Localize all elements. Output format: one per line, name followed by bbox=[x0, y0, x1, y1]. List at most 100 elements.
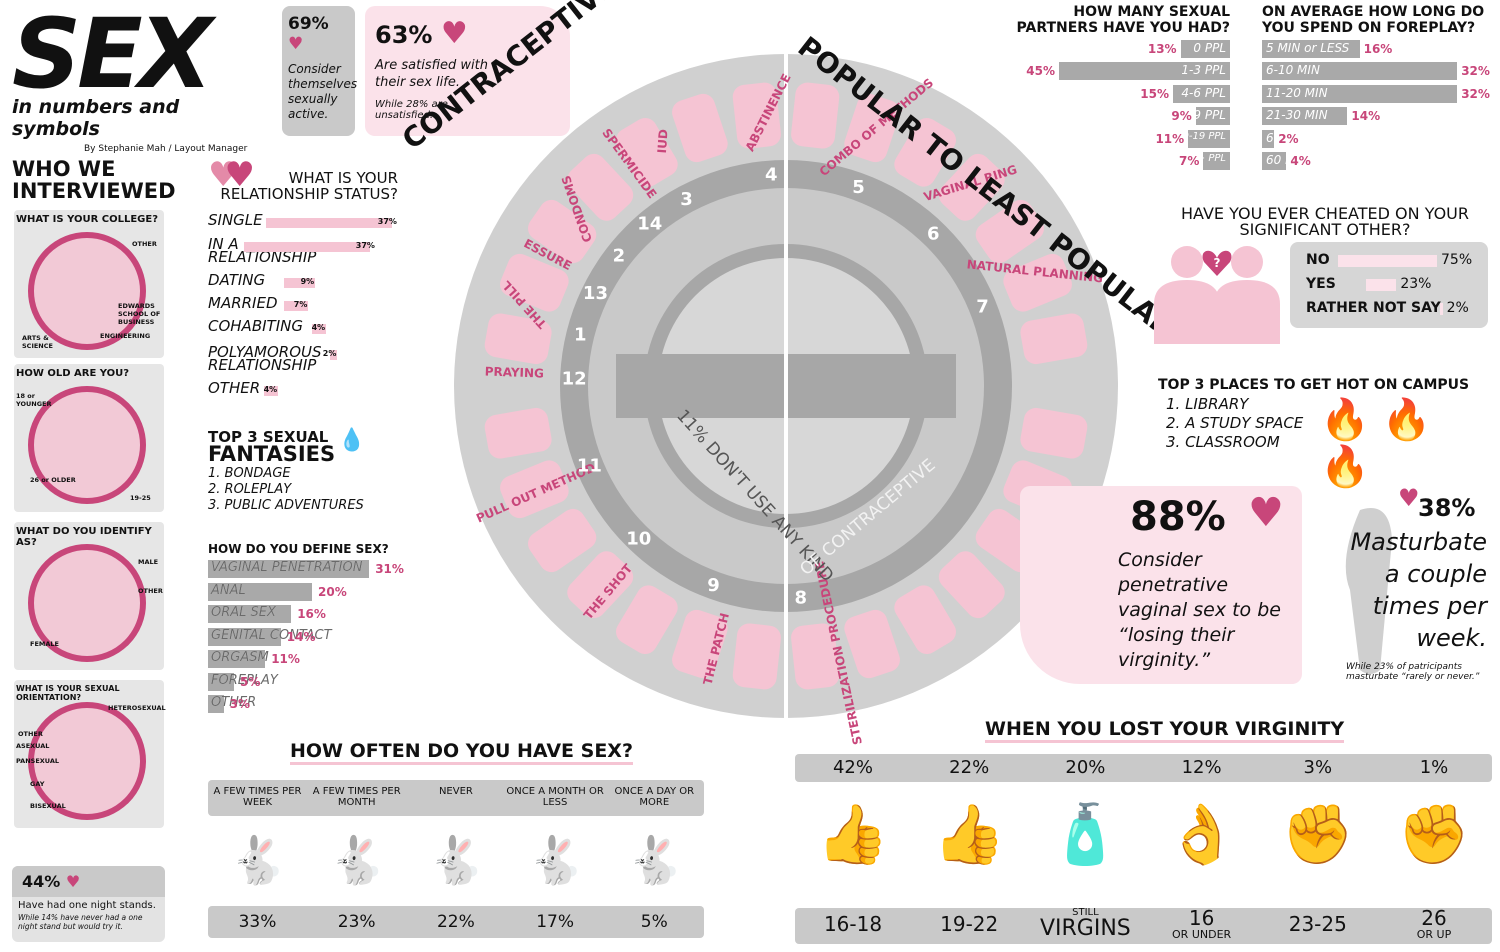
rank-number: 9 bbox=[707, 575, 720, 596]
lost-value: 42% bbox=[832, 757, 873, 778]
partners-bar bbox=[1173, 84, 1230, 103]
svg-text:?: ? bbox=[1214, 256, 1221, 270]
rank-number: 14 bbox=[637, 214, 662, 235]
heart-icon: ♥ bbox=[65, 872, 81, 891]
pie-label: BISEXUAL bbox=[30, 802, 66, 810]
pie-label: 26 or OLDER bbox=[30, 476, 76, 484]
subtitle: in numbers and symbols bbox=[12, 96, 180, 140]
heart-icon: ♥ bbox=[1248, 490, 1284, 536]
rank-number: 12 bbox=[562, 369, 587, 390]
define-pct: 31% bbox=[375, 562, 404, 576]
fantasy-item: 3. PUBLIC ADVENTURES bbox=[208, 498, 364, 513]
lost-category: VIRGINS bbox=[1039, 916, 1131, 941]
relationship-bar bbox=[244, 242, 370, 252]
pie-chart bbox=[28, 386, 146, 504]
lost-category: 19-22 bbox=[940, 912, 999, 936]
foreplay-pct: 2% bbox=[1278, 131, 1299, 146]
partners-label: 10-19 PPL bbox=[1176, 130, 1226, 142]
foreplay-pct: 32% bbox=[1461, 64, 1490, 79]
who-chart-question: HOW OLD ARE YOU? bbox=[16, 368, 130, 379]
droplets-icon: 💧 bbox=[338, 428, 366, 453]
lost-value: 1% bbox=[1419, 757, 1449, 778]
rabbit-icon: 🐇 bbox=[626, 833, 684, 887]
virginity-def-card bbox=[1020, 486, 1302, 684]
stat-satisfied-value: 63% bbox=[375, 21, 433, 49]
define-label: OTHER bbox=[211, 695, 257, 710]
partners-bar bbox=[1180, 40, 1230, 58]
heart-icon: ♥ bbox=[440, 16, 468, 51]
foreplay-pct: 14% bbox=[1351, 109, 1381, 124]
rabbit-icon: 🐇 bbox=[526, 833, 585, 887]
pie-label: 18 or YOUNGER bbox=[16, 392, 52, 408]
foreplay-bar bbox=[1262, 84, 1458, 103]
pie-chart bbox=[28, 232, 146, 350]
main-title: SEX bbox=[12, 0, 213, 110]
cheated-pct: 75% bbox=[1441, 252, 1473, 268]
cheated-bar bbox=[1338, 255, 1437, 267]
rank-number: 4 bbox=[765, 165, 778, 186]
foreplay-label: 60 MIN bbox=[1266, 130, 1308, 145]
fantasies-block: TOP 3 SEXUAL FANTASIES 1. BONDAGE 2. ROLE… bbox=[208, 428, 398, 514]
lotion-bottle-icon: 🧴 bbox=[1049, 800, 1122, 868]
partners-pct: 7% bbox=[1179, 154, 1200, 168]
pill-slot bbox=[672, 93, 728, 163]
partners-label: 4-6 PPL bbox=[1181, 85, 1226, 100]
hand-gesture-icon: ✊ bbox=[1281, 800, 1354, 868]
define-bar bbox=[208, 605, 292, 623]
define-label: ORAL SEX bbox=[211, 605, 276, 620]
pill-slot bbox=[791, 623, 840, 690]
pill-slot bbox=[1003, 253, 1072, 312]
lost-category: 16-18 bbox=[823, 912, 883, 936]
heart-icon: ♥ bbox=[1398, 484, 1420, 512]
one-night-card: 44% ♥ Have had one night stands. While 1… bbox=[12, 866, 165, 942]
cheated-bar bbox=[1366, 279, 1397, 291]
pie-label: ASEXUAL bbox=[16, 742, 50, 750]
pie-label: PANSEXUAL bbox=[16, 757, 60, 765]
define-pct: 20% bbox=[318, 584, 347, 599]
lost-virginity-title: WHEN YOU LOST YOUR VIRGINITY bbox=[985, 718, 1345, 743]
fantasy-item: 2. ROLEPLAY bbox=[208, 482, 292, 497]
who-chart-question: WHAT DO YOU IDENTIFY AS? bbox=[16, 526, 152, 548]
foreplay-bar bbox=[1262, 107, 1348, 126]
partners-label: 7-9 PPL bbox=[1181, 108, 1226, 123]
often-category: ONCE A DAY OR MORE bbox=[614, 786, 695, 808]
cheated-label: NO bbox=[1306, 252, 1330, 268]
cheated-question: HAVE YOU EVER CHEATED ON YOUR SIGNIFICAN… bbox=[1180, 204, 1470, 239]
pill-slot bbox=[938, 153, 1005, 221]
foreplay-bar bbox=[1262, 129, 1275, 148]
partners-pct: 11% bbox=[1155, 131, 1185, 146]
define-bar bbox=[208, 560, 370, 578]
hot-place-item: 3. CLASSROOM bbox=[1166, 433, 1280, 451]
byline: By Stephanie Mah / Layout Manager bbox=[84, 144, 248, 154]
lost-category-sub: STILL bbox=[1072, 907, 1099, 918]
rank-number: 1 bbox=[574, 325, 587, 346]
pill-slot bbox=[938, 551, 1005, 619]
cheated-label: RATHER NOT SAY bbox=[1306, 300, 1441, 316]
foreplay-label: 6-10 MIN bbox=[1266, 63, 1320, 78]
partners-label: 0 PPL bbox=[1193, 41, 1226, 55]
partners-bar bbox=[1188, 129, 1230, 148]
virginity-def-text: Consider penetrative vaginal sex to be “… bbox=[1118, 549, 1281, 671]
pill-slot bbox=[844, 609, 900, 679]
relationship-bar bbox=[266, 218, 392, 228]
rank-number: 2 bbox=[613, 245, 626, 266]
partners-label: 1-3 PPL bbox=[1181, 63, 1226, 78]
foreplay-bar bbox=[1262, 40, 1360, 58]
stat-active-text: Consider themselves sexually active. bbox=[288, 62, 358, 121]
masturbate-note: While 23% of patricipants masturbate “ra… bbox=[1346, 662, 1480, 682]
rank-number: 7 bbox=[976, 297, 989, 318]
foreplay-bar bbox=[1262, 62, 1458, 81]
relationship-label: POLYAMOROUS RELATIONSHIP bbox=[208, 343, 322, 374]
pill-slot bbox=[616, 585, 678, 655]
partners-pct: 45% bbox=[1026, 64, 1055, 79]
often-value: 22% bbox=[436, 912, 475, 932]
foreplay-pct: 32% bbox=[1461, 86, 1490, 101]
rank-number: 3 bbox=[680, 189, 693, 210]
heart-icon: ♥ bbox=[288, 34, 304, 54]
relationship-label: MARRIED bbox=[208, 294, 278, 312]
define-pct: 3% bbox=[229, 697, 250, 711]
partners-label: 20+ PPL bbox=[1184, 153, 1226, 164]
pie-label: HETEROSEXUAL bbox=[108, 704, 166, 712]
often-category: ONCE A MONTH OR LESS bbox=[506, 786, 604, 808]
